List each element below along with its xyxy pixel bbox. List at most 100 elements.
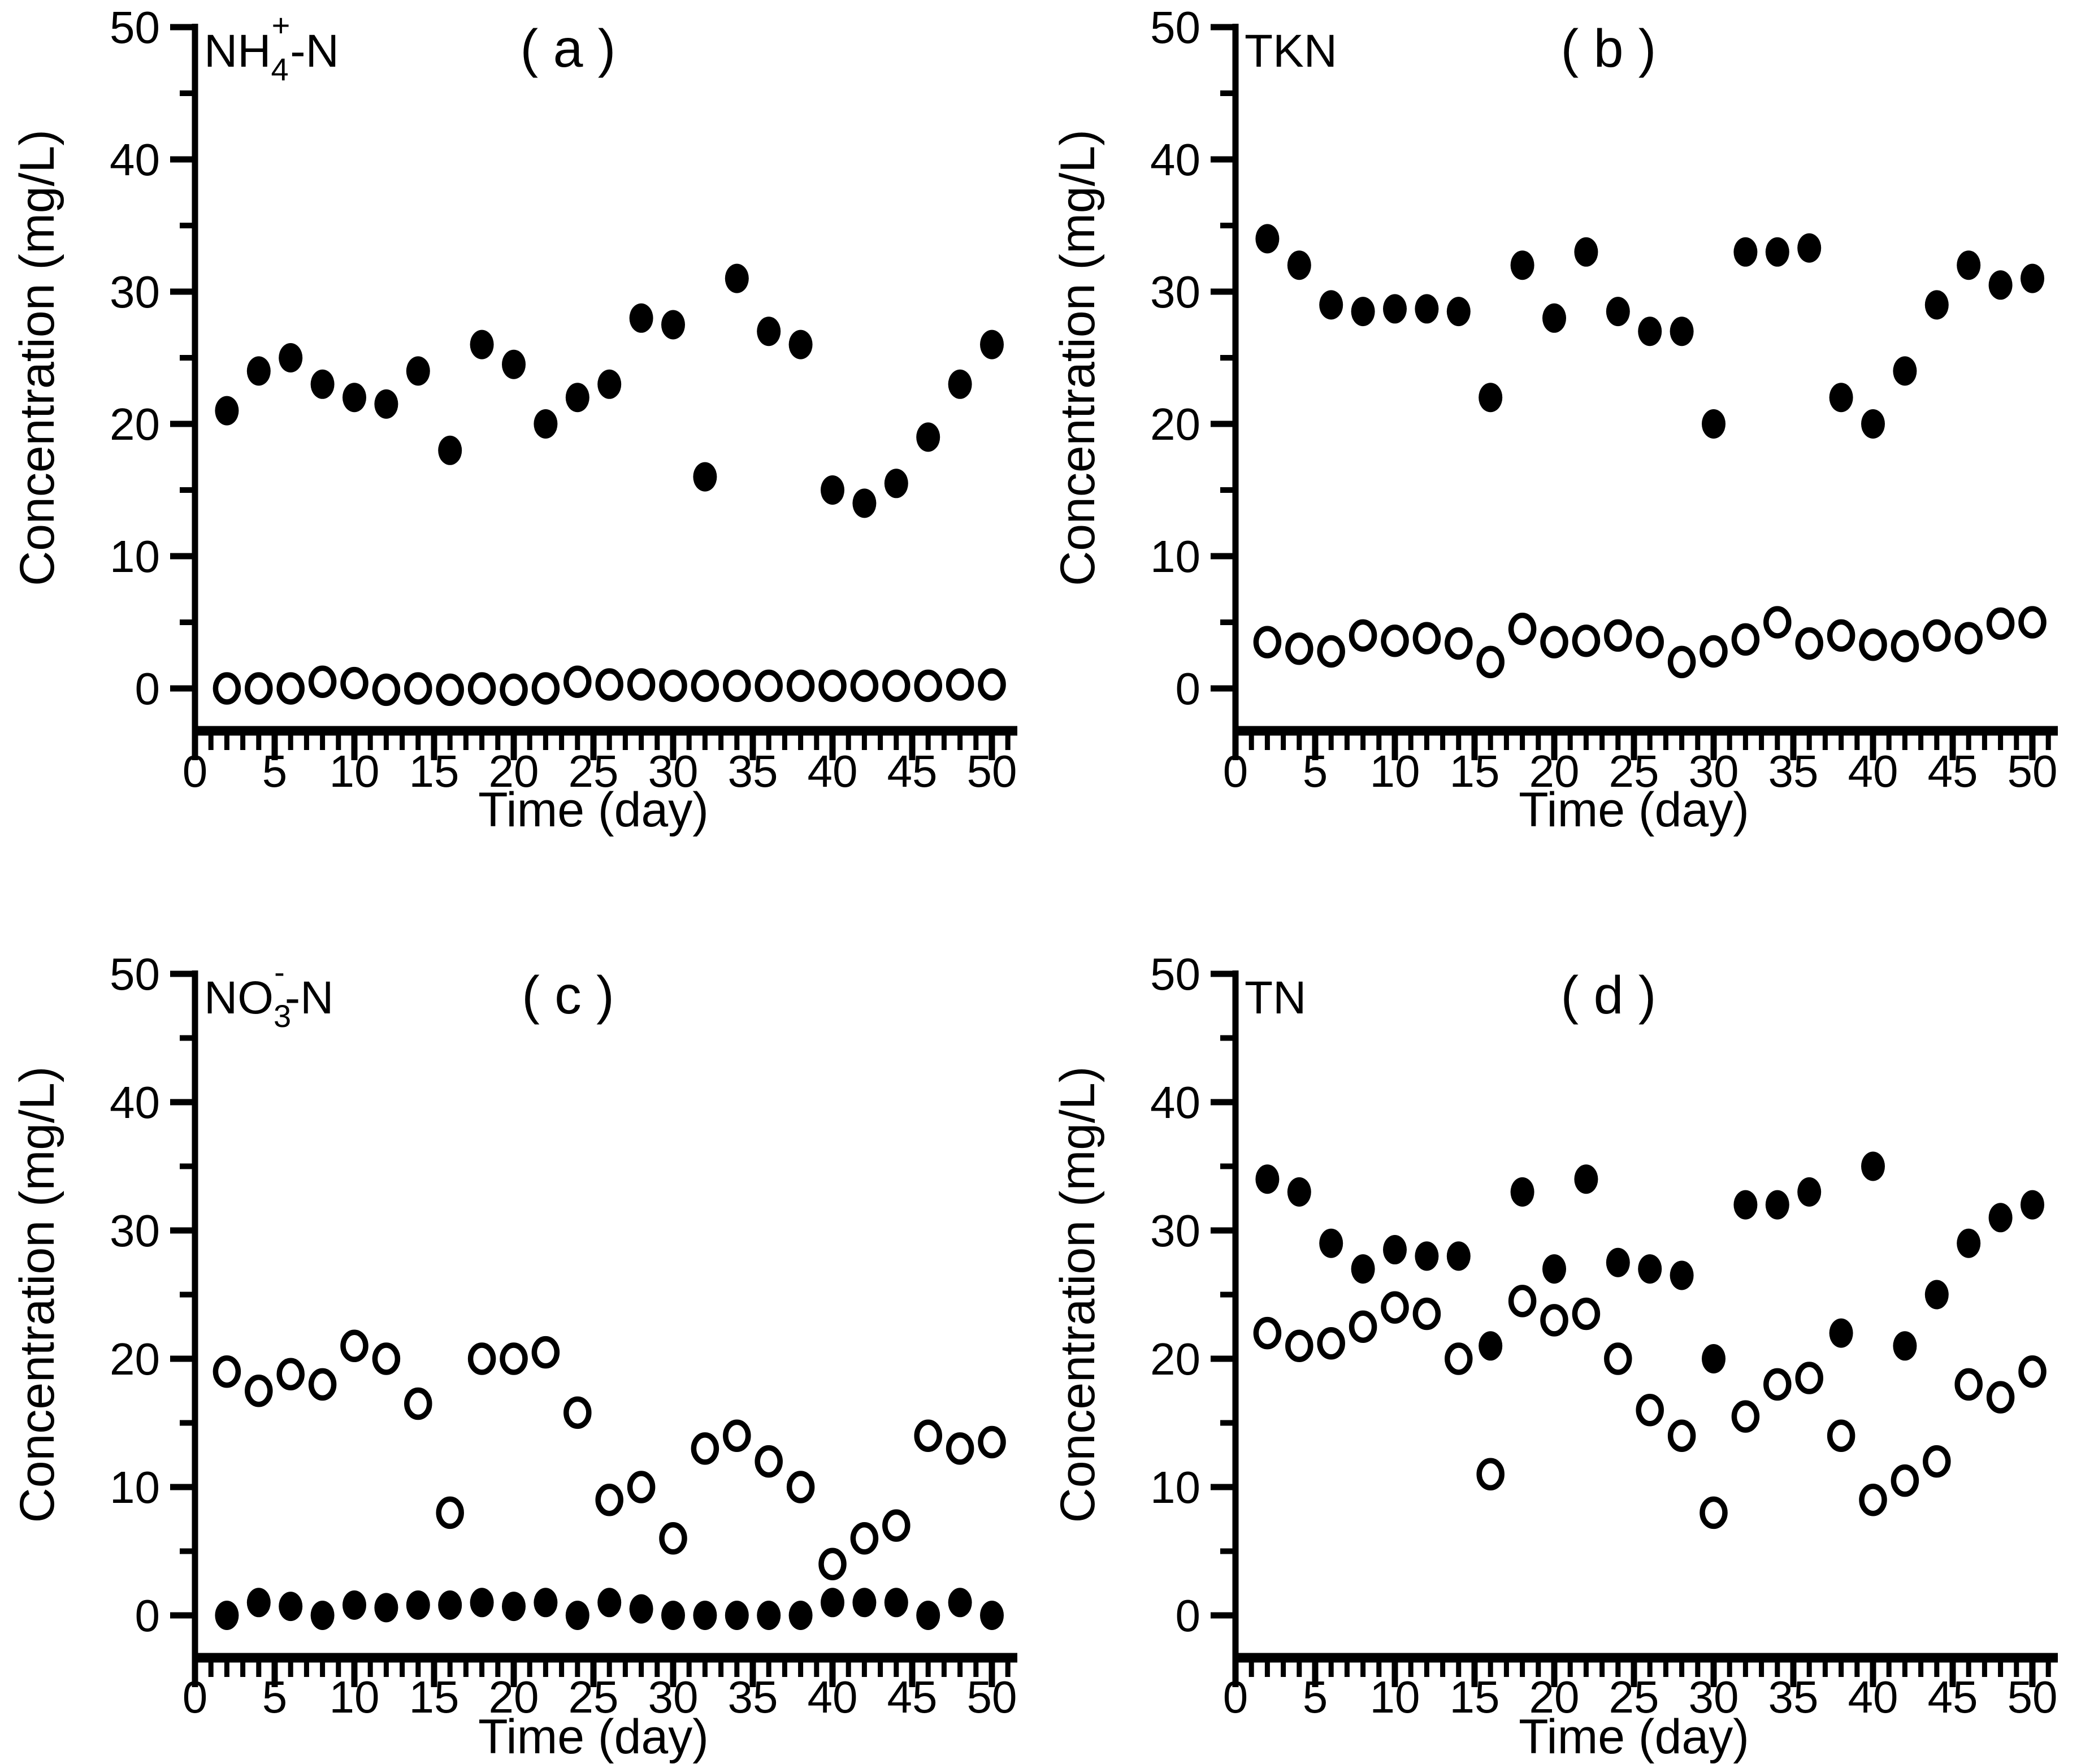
- data-point-open-circle: [404, 672, 432, 705]
- data-point-open-circle: [818, 1548, 847, 1580]
- data-point-filled-circle: [852, 488, 877, 518]
- data-point-open-circle: [372, 1342, 401, 1375]
- x-tick-label: 10: [330, 1672, 380, 1722]
- data-point-open-circle: [1412, 622, 1441, 655]
- x-tick-label: 20: [489, 1672, 539, 1722]
- data-point-filled-circle: [1255, 1164, 1280, 1194]
- data-point-filled-circle: [279, 343, 303, 372]
- data-point-filled-circle: [693, 1601, 717, 1630]
- y-tick-label: 20: [110, 399, 160, 449]
- data-point-open-circle: [978, 668, 1006, 701]
- data-point-filled-circle: [279, 1592, 303, 1622]
- panel-d-tn-chart: 0 10 20 30 40 50 0 5 10 15 20 25 30 35 40 45 50 Time (day…: [1051, 949, 2058, 1764]
- data-point-open-circle: [627, 668, 656, 701]
- data-point-filled-circle: [470, 1588, 494, 1618]
- data-point-filled-circle: [1861, 1151, 1885, 1181]
- data-point-open-circle: [723, 1419, 751, 1452]
- data-point-filled-circle: [406, 1590, 430, 1620]
- x-tick-label: 45: [1928, 1672, 1978, 1722]
- data-point-open-circle: [1508, 1285, 1537, 1317]
- x-tick-label: 50: [967, 1672, 1017, 1722]
- data-point-open-circle: [245, 672, 273, 705]
- x-tick-label: 45: [887, 746, 938, 796]
- analyte-label-part: NH: [204, 25, 271, 77]
- panel-a-nh4n-chart: 0 10 20 30 40 50 0 5 10 15 20 25 30 35 40 45 50 Time (day…: [10, 2, 1017, 837]
- data-point-open-circle: [946, 668, 974, 701]
- data-point-filled-circle: [2021, 1190, 2044, 1220]
- data-point-filled-circle: [852, 1588, 877, 1618]
- analyte-label-part: -: [274, 954, 285, 990]
- data-point-filled-circle: [1446, 1241, 1471, 1271]
- data-point-filled-circle: [534, 409, 558, 439]
- y-tick-label: 30: [110, 267, 160, 317]
- x-tick-label: 5: [262, 1672, 288, 1722]
- data-point-open-circle: [2018, 606, 2047, 639]
- x-tick-label: 0: [183, 746, 208, 796]
- data-point-open-circle: [595, 668, 623, 701]
- data-point-open-circle: [1700, 635, 1728, 668]
- analyte-label-part: -N: [285, 972, 334, 1024]
- analyte-label-part: TKN: [1245, 25, 1337, 77]
- data-point-open-circle: [1700, 1496, 1728, 1529]
- data-point-filled-circle: [1479, 1331, 1503, 1361]
- x-tick-label: 0: [1223, 1672, 1248, 1722]
- y-tick-label: 20: [1150, 399, 1200, 449]
- data-point-open-circle: [659, 1522, 687, 1555]
- data-point-filled-circle: [948, 1588, 972, 1618]
- data-point-filled-circle: [1924, 290, 1949, 320]
- data-point-filled-circle: [1638, 1254, 1662, 1284]
- x-tick-label: 40: [808, 1672, 858, 1722]
- data-point-filled-circle: [1574, 237, 1598, 267]
- data-point-open-circle: [1445, 1342, 1473, 1375]
- x-tick-label: 10: [1370, 746, 1420, 796]
- data-point-filled-circle: [629, 303, 653, 333]
- data-point-filled-circle: [884, 469, 908, 499]
- data-point-filled-circle: [629, 1594, 653, 1624]
- data-point-filled-circle: [597, 1588, 622, 1618]
- data-point-open-circle: [1891, 1464, 1919, 1497]
- x-tick-label: 20: [1529, 1672, 1580, 1722]
- analyte-label-part: -N: [290, 25, 339, 77]
- data-point-filled-circle: [1606, 1247, 1630, 1277]
- data-point-filled-circle: [246, 1588, 271, 1618]
- data-point-filled-circle: [1957, 250, 1981, 280]
- x-tick-label: 35: [728, 1672, 778, 1722]
- x-tick-label: 15: [1450, 746, 1500, 796]
- data-point-open-circle: [786, 669, 815, 703]
- x-tick-label: 10: [1370, 1672, 1420, 1722]
- data-point-open-circle: [1667, 1419, 1696, 1452]
- y-axis-title: Concentration (mg/L): [10, 1067, 64, 1523]
- data-point-open-circle: [1636, 1394, 1664, 1427]
- x-tick-label: 45: [1928, 746, 1978, 796]
- data-point-open-circle: [1285, 1329, 1313, 1363]
- analyte-label-part: +: [272, 7, 291, 43]
- data-point-filled-circle: [916, 1601, 940, 1630]
- data-point-filled-circle: [1510, 1177, 1534, 1207]
- data-point-open-circle: [467, 672, 496, 705]
- x-tick-label: 0: [183, 1672, 208, 1722]
- data-point-open-circle: [978, 1425, 1006, 1459]
- data-point-filled-circle: [725, 1601, 749, 1630]
- panel-letter: ( b ): [1561, 19, 1657, 79]
- y-tick-label: 20: [1150, 1334, 1200, 1384]
- data-point-open-circle: [1763, 606, 1792, 639]
- x-tick-label: 15: [409, 746, 459, 796]
- data-point-open-circle: [1891, 630, 1919, 662]
- data-point-open-circle: [691, 1432, 719, 1465]
- data-point-filled-circle: [1542, 1254, 1566, 1284]
- data-point-filled-circle: [1319, 290, 1343, 320]
- panel-b-tkn-chart: 0 10 20 30 40 50 0 5 10 15 20 25 30 35 40 45 50 Time (day…: [1051, 2, 2058, 837]
- data-point-open-circle: [1285, 632, 1313, 665]
- data-point-open-circle: [340, 1329, 368, 1363]
- y-tick-label: 0: [135, 664, 161, 714]
- data-point-open-circle: [1923, 1445, 1951, 1478]
- y-tick-label: 40: [110, 135, 160, 185]
- data-point-filled-circle: [821, 475, 844, 505]
- data-point-filled-circle: [1319, 1228, 1343, 1258]
- data-point-filled-circle: [310, 1601, 335, 1630]
- data-point-filled-circle: [1702, 1344, 1726, 1373]
- analyte-label-part: 4: [271, 51, 288, 87]
- data-point-open-circle: [755, 1445, 783, 1478]
- data-point-open-circle: [1795, 627, 1823, 660]
